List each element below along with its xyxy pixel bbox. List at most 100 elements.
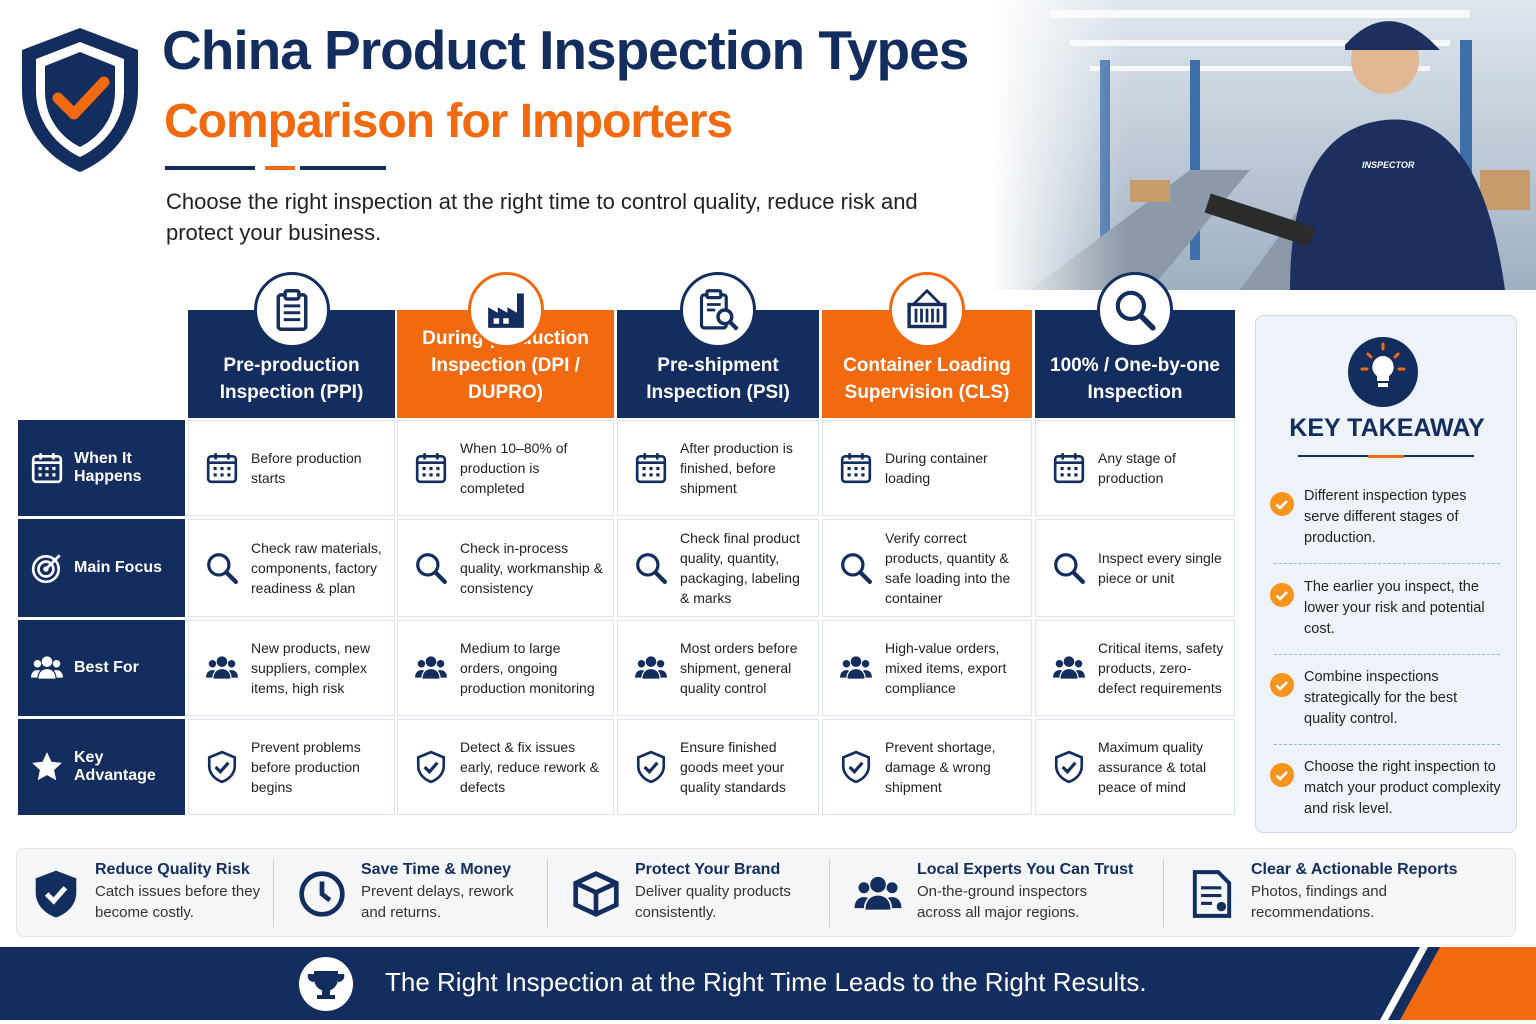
title-underline [165, 166, 386, 170]
table-cell: Check raw materials, components, factory… [188, 519, 395, 617]
cell-text: Before production starts [251, 450, 362, 486]
benefit-text: On-the-ground inspectors across all majo… [917, 883, 1088, 921]
takeaway-item: The earlier you inspect, the lower your … [1270, 577, 1502, 640]
icon [205, 551, 239, 585]
cell-text: Prevent problems before production begin… [251, 739, 361, 795]
cell-text: Most orders before shipment, general qua… [680, 640, 798, 696]
check-icon [1270, 583, 1294, 607]
table-cell: Critical items, safety products, zero-de… [1035, 620, 1235, 716]
cell-text: Check raw materials, components, factory… [251, 540, 382, 596]
footer-decor [299, 947, 1536, 1020]
table-cell: Maximum quality assurance & total peace … [1035, 719, 1235, 815]
takeaway-text: The earlier you inspect, the lower your … [1304, 579, 1485, 637]
icon [853, 869, 903, 919]
icon [205, 750, 239, 784]
table-cell: Prevent problems before production begin… [188, 719, 395, 815]
takeaway-text: Different inspection types serve differe… [1304, 488, 1467, 546]
icon [297, 869, 347, 919]
row-label-text: Key Advantage [74, 749, 156, 784]
table-cell: High-value orders, mixed items, export c… [822, 620, 1032, 716]
table-cell: New products, new suppliers, complex ite… [188, 620, 395, 716]
benefit-title: Clear & Actionable Reports [1251, 861, 1458, 878]
benefit-text: Catch issues before they become costly. [95, 883, 261, 921]
icon [571, 869, 621, 919]
benefit-body: Protect Your Brand Deliver quality produc… [635, 861, 805, 923]
icon [484, 288, 528, 332]
check-icon [1270, 763, 1294, 787]
footer-banner: The Right Inspection at the Right Time L… [0, 947, 1536, 1020]
icon [30, 651, 64, 685]
row-label-text: When It Happens [74, 450, 142, 485]
icon [634, 551, 668, 585]
table-cell: Ensure finished goods meet your quality … [617, 719, 819, 815]
row-label: Key Advantage [18, 719, 185, 815]
takeaway-item: Choose the right inspection to match you… [1270, 757, 1502, 820]
benefit: Reduce Quality Risk Catch issues before t… [31, 861, 265, 923]
benefit-text: Photos, findings and recommendations. [1251, 883, 1387, 921]
icon [634, 651, 668, 685]
benefit-text: Deliver quality products consistently. [635, 883, 791, 921]
benefit: Local Experts You Can Trust On-the-ground… [853, 861, 1133, 923]
description: Choose the right inspection at the right… [166, 189, 918, 245]
takeaway-text: Combine inspections strategically for th… [1304, 669, 1458, 727]
cell-text: Any stage of production [1098, 450, 1176, 486]
icon [696, 288, 740, 332]
benefit-title: Protect Your Brand [635, 861, 781, 878]
table-cell: Verify correct products, quantity & safe… [822, 519, 1032, 617]
bulb-icon [1348, 337, 1418, 407]
table-cell: Check in-process quality, workmanship & … [397, 519, 614, 617]
takeaway-underline [1298, 455, 1474, 458]
divider [1274, 654, 1500, 655]
cell-text: Ensure finished goods meet your quality … [680, 739, 786, 795]
cell-text: Maximum quality assurance & total peace … [1098, 739, 1207, 795]
icon [1052, 551, 1086, 585]
benefit-title: Local Experts You Can Trust [917, 861, 1134, 878]
cell-text: Check in-process quality, workmanship & … [460, 540, 603, 596]
divider [1163, 859, 1164, 927]
benefit: Clear & Actionable Reports Photos, findin… [1187, 861, 1458, 923]
benefit-body: Clear & Actionable Reports Photos, findin… [1251, 861, 1458, 923]
icon [414, 750, 448, 784]
icon [1052, 750, 1086, 784]
icon [30, 750, 64, 784]
column-icon [680, 272, 756, 348]
column-icon [1097, 272, 1173, 348]
benefit: Save Time & Money Prevent delays, rework … [297, 861, 531, 923]
icon [839, 651, 873, 685]
column-icon [253, 272, 330, 348]
icon [205, 451, 239, 485]
icon [1187, 869, 1237, 919]
footer-text: The Right Inspection at the Right Time L… [385, 967, 1147, 997]
header-shield [22, 28, 138, 172]
benefit-body: Save Time & Money Prevent delays, rework … [361, 861, 531, 923]
table-cell: Medium to large orders, ongoing producti… [397, 620, 614, 716]
subtitle: Comparison for Importers [164, 95, 733, 148]
divider [1274, 563, 1500, 564]
icon [1052, 451, 1086, 485]
divider [829, 859, 830, 927]
table-cell: Any stage of production [1035, 420, 1235, 516]
row-label: Main Focus [18, 519, 185, 617]
cell-text: Verify correct products, quantity & safe… [885, 530, 1011, 606]
table-cell: Check final product quality, quantity, p… [617, 519, 819, 617]
table-cell: Detect & fix issues early, reduce rework… [397, 719, 614, 815]
icon [839, 551, 873, 585]
cell-text: Inspect every single piece or unit [1098, 550, 1222, 586]
takeaway-item: Combine inspections strategically for th… [1270, 667, 1502, 730]
benefit-body: Reduce Quality Risk Catch issues before t… [95, 861, 265, 923]
check-icon [1270, 673, 1294, 697]
key-takeaway: KEY TAKEAWAY Different inspection types … [1255, 315, 1517, 833]
cell-text: Check final product quality, quantity, p… [680, 530, 800, 606]
icon [30, 551, 64, 585]
check-icon [1270, 492, 1294, 516]
icon [839, 750, 873, 784]
cell-text: After production is finished, before shi… [680, 440, 793, 496]
icon [905, 288, 949, 332]
takeaway-title: KEY TAKEAWAY [1289, 414, 1485, 442]
icon [414, 451, 448, 485]
cell-text: Detect & fix issues early, reduce rework… [460, 739, 600, 795]
table-cell: During container loading [822, 420, 1032, 516]
benefit-body: Local Experts You Can Trust On-the-ground… [917, 861, 1133, 923]
icon [634, 750, 668, 784]
